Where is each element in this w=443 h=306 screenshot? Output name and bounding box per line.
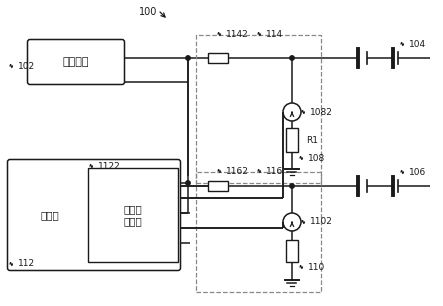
FancyBboxPatch shape xyxy=(27,39,124,84)
Text: 1142: 1142 xyxy=(226,29,249,39)
Text: 116: 116 xyxy=(266,166,283,176)
Circle shape xyxy=(186,181,190,185)
Bar xyxy=(208,181,228,191)
Text: R1: R1 xyxy=(306,136,318,144)
Bar xyxy=(286,240,298,262)
Bar xyxy=(196,35,321,183)
FancyBboxPatch shape xyxy=(8,159,180,271)
Bar xyxy=(196,172,321,292)
Text: 充电芯片: 充电芯片 xyxy=(63,57,89,67)
Text: 1102: 1102 xyxy=(310,218,333,226)
Text: 108: 108 xyxy=(308,154,325,162)
Text: 处理器: 处理器 xyxy=(41,210,59,220)
Text: 1162: 1162 xyxy=(226,166,249,176)
Text: 114: 114 xyxy=(266,29,283,39)
Text: 102: 102 xyxy=(18,62,35,70)
Text: 110: 110 xyxy=(308,263,325,271)
Text: 1122: 1122 xyxy=(98,162,121,170)
Text: 104: 104 xyxy=(409,39,426,48)
Text: 112: 112 xyxy=(18,259,35,268)
Bar xyxy=(88,168,178,262)
Text: 106: 106 xyxy=(409,167,426,177)
Text: 1082: 1082 xyxy=(310,107,333,117)
Bar xyxy=(286,128,298,152)
Circle shape xyxy=(186,56,190,60)
Text: 采样控
制模块: 采样控 制模块 xyxy=(124,204,142,226)
Circle shape xyxy=(290,184,294,188)
Circle shape xyxy=(290,56,294,60)
Text: 100: 100 xyxy=(139,7,157,17)
Bar xyxy=(208,53,228,63)
